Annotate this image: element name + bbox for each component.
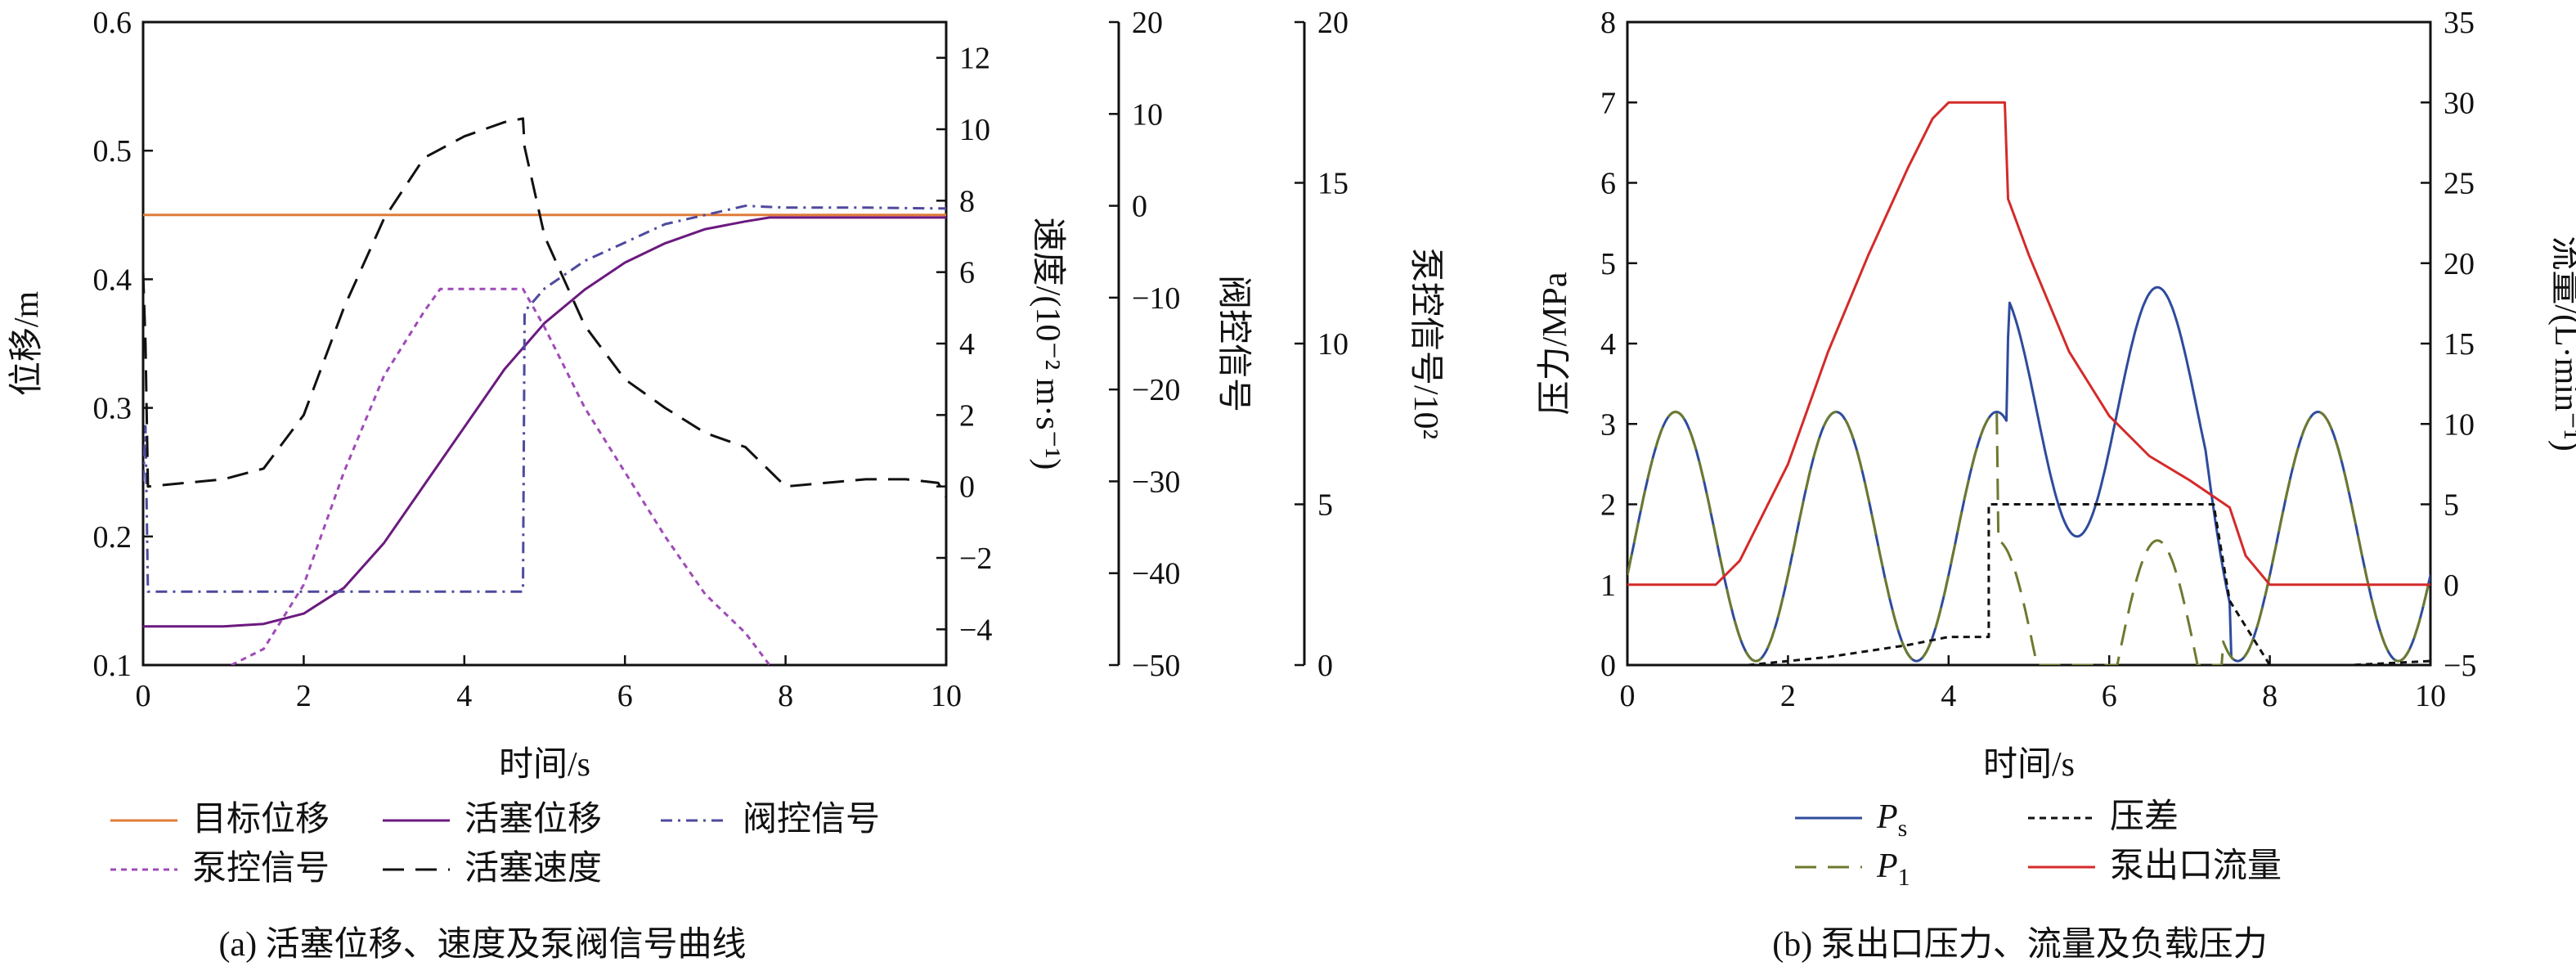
chart-b: 0 2 4 6 8 10 0 1 2 3 4 5 6 7 8 −5 0 5 10 15 20 25 30 35 时间/s 压力… [1537,6,2576,964]
chart-a-valve-ytick-label: 10 [1132,97,1163,132]
chart-a-vel-ytick-label: 10 [959,113,990,147]
chart-a-disp-label: 位移/m [7,291,46,397]
chart-b-flow-ytick-label: 5 [2444,488,2459,523]
chart-b-plot-frame [1626,20,2432,667]
chart-b-flow-ytick-label: 20 [2444,247,2475,281]
chart-a-vel-ytick-label: −4 [959,613,992,647]
chart-b-legend-label: 泵出口流量 [2110,847,2282,885]
chart-a-pump-ytick-label: 5 [1317,488,1333,523]
chart-a-disp-ytick-label: 0.6 [93,6,132,40]
chart-a-valve-ytick-label: 20 [1132,6,1163,40]
chart-a-vel-ytick-label: 4 [959,327,975,362]
chart-a-disp-ytick-label: 0.1 [93,649,132,683]
chart-b-flow-ytick-label: 10 [2444,407,2475,442]
chart-b-legend-label: Ps [1876,798,1907,842]
chart-a-vel-ytick-label: 2 [959,398,975,433]
chart-b-press-ytick-label: 4 [1600,327,1616,362]
chart-a-vel-ytick-label: 12 [959,42,990,76]
chart-a-disp-ytick-label: 0.5 [93,134,132,169]
chart-a: 0 2 4 6 8 100.10.20.30.40.50.6−4−2024681012−5… [7,6,1444,964]
chart-b-xlabel: 时间/s [1983,746,2075,784]
chart-a-legend-label: 目标位移 [192,800,330,838]
chart-a-legend-label: 阀控信号 [743,801,880,838]
chart-b-flow-ytick-label: 25 [2444,167,2475,201]
chart-a-series-line-4 [143,117,946,498]
chart-b-series-line-0 [1627,285,2430,663]
chart-a-valve-ytick-label: 0 [1132,190,1147,224]
chart-a-valve-ytick-label: −50 [1132,649,1180,683]
chart-a-series-line-2 [143,205,946,593]
chart-b-press-ytick-label: 7 [1600,86,1616,120]
chart-a-disp-ytick-label: 0.3 [93,392,132,426]
chart-b-press-ytick-label: 8 [1600,6,1616,40]
chart-b-press-ytick-label: 0 [1600,649,1616,683]
chart-b-xtick-label: 2 [1780,679,1796,713]
chart-a-vel-ytick-label: 6 [959,256,975,290]
chart-a-pump-ytick-label: 20 [1317,6,1349,40]
chart-b-press-ytick-label: 2 [1600,488,1616,523]
chart-b-xtick-label: 6 [2102,679,2117,713]
chart-b-flow-ytick-label: 35 [2444,6,2475,40]
chart-a-valve-ytick-label: −20 [1132,373,1180,407]
chart-a-disp-ytick-label: 0.4 [93,263,132,297]
chart-b-caption: (b) 泵出口压力、流量及负载压力 [1772,926,2267,964]
chart-b-flow-ytick-label: 30 [2444,86,2475,120]
chart-a-pump-ytick-label: 10 [1317,327,1349,362]
chart-a-valve-ytick-label: −10 [1132,281,1180,316]
chart-b-series-line-1 [1627,411,2430,665]
chart-a-vel-ytick-label: −2 [959,542,992,576]
chart-a-legend-label: 活塞位移 [464,800,602,838]
chart-a-legend-label: 泵控信号 [192,850,330,888]
chart-a-xtick-label: 0 [136,679,151,713]
chart-a-series-line-1 [143,216,946,628]
chart-a-xtick-label: 10 [931,679,962,713]
chart-a-valve-ytick-label: −40 [1132,557,1180,591]
chart-a-xlabel: 时间/s [499,746,590,784]
chart-a-disp-ytick-label: 0.2 [93,520,132,555]
chart-b-xtick-label: 4 [1941,679,1956,713]
chart-a-vel-ytick-label: 0 [959,470,975,505]
chart-b-flow-ytick-label: 15 [2444,327,2475,362]
chart-a-xtick-label: 2 [296,679,312,713]
chart-a-xtick-label: 4 [456,679,472,713]
chart-b-flow-label: 流量/(L·min⁻¹) [2547,236,2576,451]
chart-a-vel-label: 速度/(10⁻² m·s⁻¹) [1029,218,1066,470]
chart-b-press-ytick-label: 6 [1600,167,1616,201]
chart-b-legend: Ps 压差 P1 泵出口流量 [1795,798,2282,891]
chart-a-vel-ytick-label: 8 [959,184,975,218]
chart-b-legend-label: 压差 [2110,798,2179,836]
chart-b-flow-ytick-label: −5 [2444,649,2476,683]
chart-b-series-line-3 [1627,101,2430,587]
chart-a-xtick-label: 8 [778,679,793,713]
chart-a-valve-label: 阀控信号 [1214,275,1252,412]
chart-b-press-ytick-label: 3 [1600,407,1616,442]
chart-a-pump-ytick-label: 15 [1317,167,1349,201]
chart-a-plot-frame [141,20,948,667]
chart-b-legend-label: P1 [1876,847,1910,891]
chart-b-xtick-label: 0 [1620,679,1636,713]
chart-b-xtick-label: 8 [2262,679,2278,713]
chart-b-press-label: 压力/MPa [1537,272,1574,415]
chart-a-legend-label: 活塞速度 [464,849,602,888]
chart-b-xtick-label: 10 [2415,679,2446,713]
chart-a-valve-ytick-label: −30 [1132,465,1180,499]
chart-b-flow-ytick-label: 0 [2444,569,2459,603]
chart-b-press-ytick-label: 1 [1600,569,1616,603]
chart-a-xtick-label: 6 [617,679,633,713]
chart-a-pump-label: 泵控信号/10² [1407,248,1444,439]
chart-a-pump-ytick-label: 0 [1317,649,1333,683]
chart-a-series-line-3 [231,287,771,665]
chart-b-press-ytick-label: 5 [1600,247,1616,281]
chart-a-caption: (a) 活塞位移、速度及泵阀信号曲线 [218,925,746,964]
